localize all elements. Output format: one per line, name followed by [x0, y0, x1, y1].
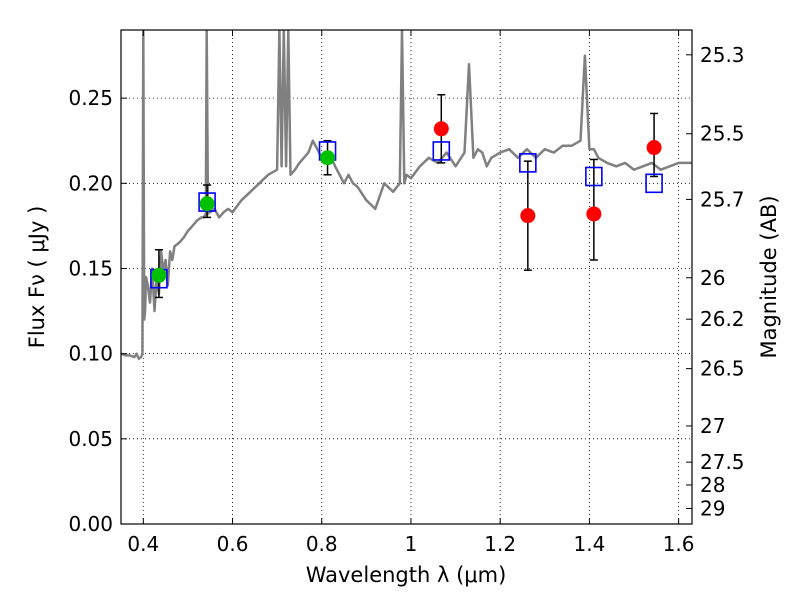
observed-point	[199, 196, 215, 212]
y2-tick-label: 26.5	[700, 357, 745, 381]
y2-tick-label: 27	[700, 414, 725, 438]
y2-tick-label: 26.2	[700, 307, 745, 331]
y2-tick-label: 25.7	[700, 187, 745, 211]
x-tick-label: 1.2	[484, 532, 516, 556]
y-axis-label: Flux Fν ( μJy )	[25, 206, 49, 349]
spectrum-line	[121, 30, 692, 361]
y2-tick-label: 29	[700, 496, 725, 520]
y-tick-label: 0.20	[68, 171, 113, 195]
y-tick-label: 0.05	[68, 427, 113, 451]
model-photometry-square	[645, 173, 663, 194]
y2-tick-label: 26	[700, 266, 725, 290]
x-axis-label: Wavelength λ (μm)	[306, 563, 507, 587]
model-photometry-square	[585, 166, 603, 187]
observed-point	[586, 206, 602, 222]
y2-tick-label: 27.5	[700, 450, 745, 474]
model-photometry-square	[432, 141, 451, 161]
observed-point	[433, 121, 449, 137]
y2-tick-label: 28	[700, 473, 725, 497]
y-tick-label: 0.00	[68, 512, 113, 536]
model-photometry-square	[519, 153, 537, 173]
x-tick-label: 1.4	[573, 532, 605, 556]
x-tick-label: 1	[405, 532, 418, 556]
axis-ticks: 0.4 0.6 0.8 1 1.2 1.4 1.6 0.00 0.05 0.10 0.15 0.20 0…	[68, 30, 745, 556]
y-tick-label: 0.25	[68, 86, 113, 110]
observed-point	[320, 150, 336, 166]
y2-tick-label: 25.5	[700, 122, 745, 146]
y2-axis-label: Magnitude (AB)	[757, 195, 781, 358]
observed-point	[151, 267, 167, 283]
x-tick-label: 1.6	[663, 532, 695, 556]
y2-tick-label: 25.3	[700, 43, 745, 67]
plot-frame	[120, 29, 693, 525]
x-tick-label: 0.8	[306, 532, 338, 556]
observed-point	[646, 140, 662, 156]
x-tick-label: 0.6	[217, 532, 249, 556]
x-tick-label: 0.4	[127, 532, 159, 556]
y-tick-label: 0.15	[68, 256, 113, 280]
plot-area	[121, 30, 692, 361]
y-tick-label: 0.10	[68, 342, 113, 366]
observed-point	[520, 208, 536, 224]
